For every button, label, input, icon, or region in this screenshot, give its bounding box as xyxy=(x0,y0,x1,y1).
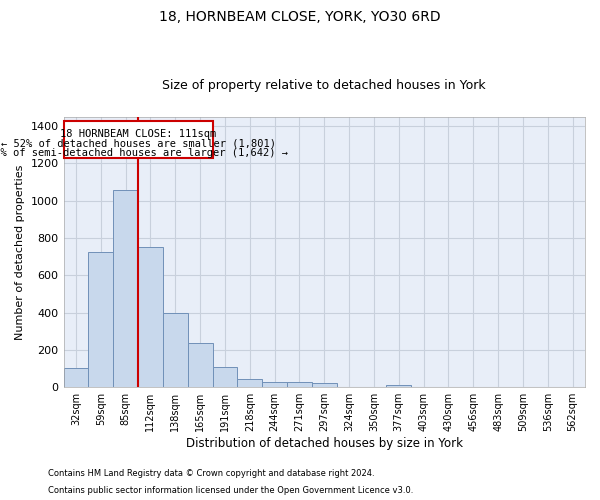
Title: Size of property relative to detached houses in York: Size of property relative to detached ho… xyxy=(163,79,486,92)
Bar xyxy=(312,384,337,387)
Bar xyxy=(64,368,88,387)
Bar xyxy=(287,382,312,387)
Text: ← 52% of detached houses are smaller (1,801): ← 52% of detached houses are smaller (1,… xyxy=(1,138,276,148)
Y-axis label: Number of detached properties: Number of detached properties xyxy=(15,164,25,340)
Bar xyxy=(64,120,212,158)
Bar xyxy=(113,190,138,387)
Bar xyxy=(238,379,262,387)
Bar xyxy=(88,252,113,387)
Text: 18 HORNBEAM CLOSE: 111sqm: 18 HORNBEAM CLOSE: 111sqm xyxy=(60,129,217,139)
Text: 18, HORNBEAM CLOSE, YORK, YO30 6RD: 18, HORNBEAM CLOSE, YORK, YO30 6RD xyxy=(159,10,441,24)
Bar xyxy=(386,385,411,387)
Bar xyxy=(188,344,212,387)
Bar xyxy=(212,366,238,387)
Bar xyxy=(138,248,163,387)
Text: Contains public sector information licensed under the Open Government Licence v3: Contains public sector information licen… xyxy=(48,486,413,495)
Bar xyxy=(163,312,188,387)
Text: 47% of semi-detached houses are larger (1,642) →: 47% of semi-detached houses are larger (… xyxy=(0,148,288,158)
Text: Contains HM Land Registry data © Crown copyright and database right 2024.: Contains HM Land Registry data © Crown c… xyxy=(48,468,374,477)
Bar xyxy=(262,382,287,387)
X-axis label: Distribution of detached houses by size in York: Distribution of detached houses by size … xyxy=(186,437,463,450)
